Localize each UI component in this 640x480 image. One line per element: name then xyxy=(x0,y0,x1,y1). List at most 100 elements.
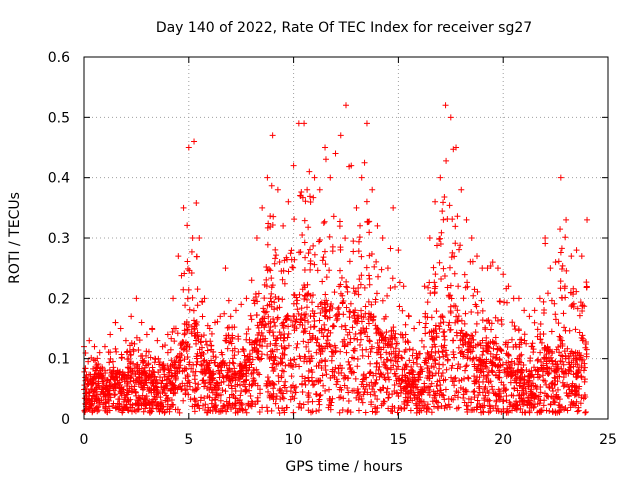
data-point-peak xyxy=(295,120,302,127)
data-point xyxy=(504,299,511,306)
data-point xyxy=(106,383,113,390)
data-point-peak xyxy=(206,325,213,332)
data-point xyxy=(302,254,309,261)
data-point xyxy=(456,246,463,253)
data-point xyxy=(454,213,461,220)
data-point xyxy=(92,380,99,387)
data-point xyxy=(437,387,444,394)
data-point xyxy=(307,312,314,319)
data-point-peak xyxy=(453,144,460,151)
data-point xyxy=(395,393,402,400)
data-point xyxy=(146,386,153,393)
data-point xyxy=(372,392,379,399)
data-point xyxy=(492,314,499,321)
data-point xyxy=(278,387,285,394)
data-point-peak xyxy=(191,138,198,145)
data-point xyxy=(504,352,511,359)
data-point xyxy=(389,335,396,342)
data-point xyxy=(352,288,359,295)
data-point xyxy=(502,387,509,394)
data-point xyxy=(368,301,375,308)
data-point xyxy=(179,380,186,387)
data-point xyxy=(387,285,394,292)
data-point xyxy=(225,376,232,383)
data-point xyxy=(517,405,524,412)
data-point xyxy=(579,332,586,339)
data-point xyxy=(381,315,388,322)
data-point xyxy=(390,348,397,355)
data-point xyxy=(237,361,244,368)
data-point xyxy=(410,369,417,376)
data-point xyxy=(313,349,320,356)
data-point xyxy=(296,400,303,407)
data-point xyxy=(334,378,341,385)
data-point xyxy=(168,357,175,364)
data-point xyxy=(423,408,430,415)
data-point-peak xyxy=(421,283,428,290)
data-point xyxy=(311,323,318,330)
data-point xyxy=(452,223,459,230)
data-point-peak xyxy=(447,114,454,121)
data-point xyxy=(247,393,254,400)
data-point xyxy=(484,342,491,349)
data-point xyxy=(279,296,286,303)
data-point xyxy=(380,371,387,378)
data-point-peak xyxy=(154,337,161,344)
data-point xyxy=(96,399,103,406)
data-point xyxy=(293,316,300,323)
data-point xyxy=(94,364,101,371)
data-point xyxy=(82,350,89,357)
data-point xyxy=(462,363,469,370)
data-point xyxy=(336,409,343,416)
data-point xyxy=(273,340,280,347)
data-point xyxy=(318,299,325,306)
data-point-peak xyxy=(479,265,486,272)
data-point xyxy=(373,325,380,332)
data-point xyxy=(402,347,409,354)
data-point xyxy=(366,337,373,344)
data-point xyxy=(463,331,470,338)
data-point xyxy=(141,384,148,391)
data-point xyxy=(180,397,187,404)
data-point-peak xyxy=(238,301,245,308)
data-point xyxy=(357,281,364,288)
data-point xyxy=(422,320,429,327)
data-point xyxy=(470,388,477,395)
data-point xyxy=(206,394,213,401)
data-point xyxy=(446,293,453,300)
data-point xyxy=(468,396,475,403)
data-point xyxy=(304,296,310,303)
data-point xyxy=(351,309,358,316)
data-point xyxy=(426,368,433,375)
data-point xyxy=(483,339,490,346)
data-point xyxy=(118,384,125,391)
data-point xyxy=(133,361,140,368)
data-point xyxy=(216,408,223,415)
data-point xyxy=(279,322,286,329)
data-point xyxy=(559,342,566,349)
data-point xyxy=(163,392,170,399)
data-point xyxy=(478,297,485,304)
data-point-peak xyxy=(133,295,140,302)
data-point xyxy=(101,391,108,398)
data-point xyxy=(267,323,274,330)
data-point xyxy=(460,341,467,348)
data-point xyxy=(206,360,213,367)
data-point xyxy=(489,386,496,393)
data-point xyxy=(207,384,214,391)
data-point xyxy=(504,344,511,351)
data-point xyxy=(444,357,451,364)
data-point xyxy=(147,354,154,361)
data-point xyxy=(346,258,353,265)
data-point xyxy=(285,342,292,349)
data-point xyxy=(159,377,166,384)
data-point xyxy=(247,353,254,360)
data-point xyxy=(212,407,219,414)
data-point xyxy=(573,288,580,295)
data-point xyxy=(373,290,380,297)
data-point xyxy=(331,289,338,296)
x-tick-label: 10 xyxy=(285,432,303,448)
data-point xyxy=(114,377,121,384)
data-point xyxy=(115,380,122,387)
data-point-peak xyxy=(521,307,528,314)
